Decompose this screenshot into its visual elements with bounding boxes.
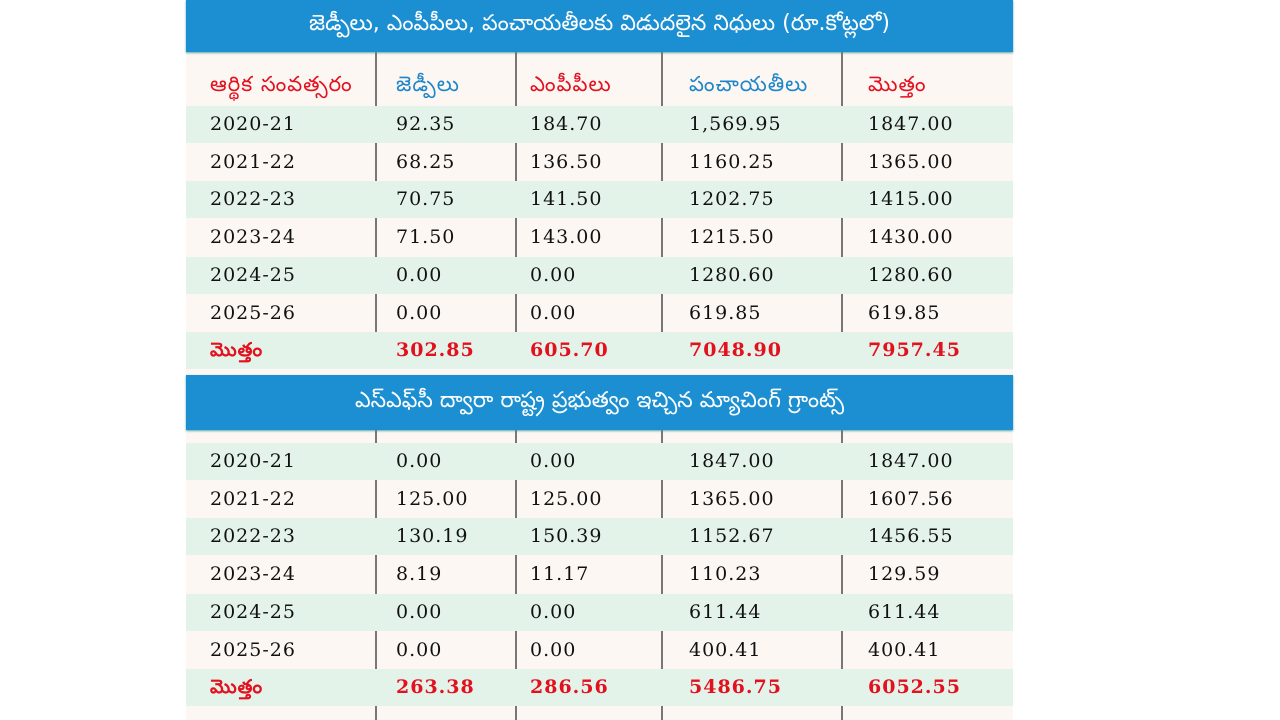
cell-mpps: 286.56 [530,676,609,699]
cell-zps: 68.25 [396,150,456,173]
cell-zps: 8.19 [396,563,443,586]
column-divider [375,430,377,720]
cell-total: 1847.00 [868,450,954,472]
cell-zps: 130.19 [396,525,469,548]
cell-year: 2022-23 [210,188,296,211]
cell-total: 6052.55 [868,676,961,699]
cell-total: 1280.60 [868,263,954,286]
cell-year: 2023-24 [210,563,296,586]
cell-zps: 0.00 [396,263,443,286]
cell-zps: 125.00 [396,487,469,510]
table-row: 2025-26 0.00 0.00 619.85 619.85 [186,295,1013,332]
cell-zps: 92.35 [396,113,456,135]
cell-zps: 71.50 [396,226,456,249]
table-row: 2023-24 71.50 143.00 1215.50 1430.00 [186,219,1013,256]
cell-panchayats: 400.41 [689,638,762,661]
cell-mpps: 184.70 [530,113,603,135]
table-row: 2025-26 0.00 0.00 400.41 400.41 [186,632,1013,669]
column-divider [841,430,843,720]
cell-mpps: 11.17 [530,563,590,586]
cell-panchayats: 1215.50 [689,226,775,249]
cell-mpps: 0.00 [530,600,577,623]
table-row: 2020-21 92.35 184.70 1,569.95 1847.00 [186,106,1013,143]
cell-mpps: 141.50 [530,188,603,211]
header-financial-year: ఆర్థిక సంవత్సరం [210,72,353,96]
cell-mpps: 0.00 [530,450,577,472]
cell-zps: 302.85 [396,339,475,362]
cell-year: 2020-21 [210,450,296,472]
column-divider [661,430,663,720]
funds-table: జెడ్పీలు, ఎంపీపీలు, పంచాయతీలకు విడుదలైన … [186,0,1013,720]
table-row: 2023-24 8.19 11.17 110.23 129.59 [186,556,1013,593]
cell-year: 2021-22 [210,487,296,510]
cell-total: 1847.00 [868,113,954,135]
cell-total: 400.41 [868,638,941,661]
header-panchayats: పంచాయతీలు [689,72,809,96]
cell-year: 2024-25 [210,263,296,286]
cell-total: 7957.45 [868,339,961,362]
table-row: 2024-25 0.00 0.00 611.44 611.44 [186,593,1013,631]
total-row: మొత్తం 263.38 286.56 5486.75 6052.55 [186,669,1013,707]
cell-total: 1430.00 [868,226,954,249]
cell-panchayats: 7048.90 [689,339,782,362]
cell-panchayats: 1152.67 [689,525,775,548]
cell-mpps: 136.50 [530,150,603,173]
table-row: 2024-25 0.00 0.00 1280.60 1280.60 [186,256,1013,294]
table-row: 2022-23 70.75 141.50 1202.75 1415.00 [186,181,1013,219]
table-row: 2021-22 125.00 125.00 1365.00 1607.56 [186,481,1013,518]
cell-mpps: 605.70 [530,339,609,362]
table2-title: ఎస్‌ఎఫ్‌సీ ద్వారా రాష్ట్ర ప్రభుత్వం ఇచ్చ… [186,375,1013,430]
cell-panchayats: 110.23 [689,563,762,586]
cell-panchayats: 5486.75 [689,676,782,699]
cell-year: మొత్తం [210,339,264,362]
column-divider [515,430,517,720]
cell-panchayats: 611.44 [689,600,762,623]
cell-panchayats: 1202.75 [689,188,775,211]
cell-mpps: 143.00 [530,226,603,249]
table-row: 2021-22 68.25 136.50 1160.25 1365.00 [186,144,1013,181]
table1-title: జెడ్పీలు, ఎంపీపీలు, పంచాయతీలకు విడుదలైన … [186,0,1013,52]
header-zps: జెడ్పీలు [396,72,460,96]
cell-mpps: 150.39 [530,525,603,548]
cell-year: 2022-23 [210,525,296,548]
cell-year: 2020-21 [210,113,296,135]
cell-total: 619.85 [868,301,941,324]
cell-total: 1365.00 [868,150,954,173]
cell-mpps: 0.00 [530,638,577,661]
cell-year: 2024-25 [210,600,296,623]
header-total: మొత్తం [868,72,927,96]
cell-total: 1607.56 [868,487,954,510]
table-row: 2022-23 130.19 150.39 1152.67 1456.55 [186,518,1013,556]
cell-panchayats: 619.85 [689,301,762,324]
cell-zps: 263.38 [396,676,475,699]
header-mpps: ఎంపీపీలు [530,72,612,96]
cell-total: 1456.55 [868,525,954,548]
cell-panchayats: 1280.60 [689,263,775,286]
cell-total: 1415.00 [868,188,954,211]
cell-panchayats: 1847.00 [689,450,775,472]
cell-panchayats: 1365.00 [689,487,775,510]
cell-total: 611.44 [868,600,941,623]
cell-zps: 0.00 [396,638,443,661]
cell-year: 2025-26 [210,638,296,661]
cell-panchayats: 1,569.95 [689,113,782,135]
cell-mpps: 0.00 [530,301,577,324]
cell-year: 2023-24 [210,226,296,249]
cell-mpps: 125.00 [530,487,603,510]
cell-mpps: 0.00 [530,263,577,286]
table1-header-row: ఆర్థిక సంవత్సరం జెడ్పీలు ఎంపీపీలు పంచాయత… [186,52,1013,108]
cell-year: 2021-22 [210,150,296,173]
cell-zps: 0.00 [396,301,443,324]
table-row: 2020-21 0.00 0.00 1847.00 1847.00 [186,443,1013,480]
cell-zps: 70.75 [396,188,456,211]
total-row: మొత్తం 302.85 605.70 7048.90 7957.45 [186,332,1013,370]
cell-year: మొత్తం [210,676,264,699]
cell-zps: 0.00 [396,450,443,472]
cell-total: 129.59 [868,563,941,586]
cell-year: 2025-26 [210,301,296,324]
cell-zps: 0.00 [396,600,443,623]
cell-panchayats: 1160.25 [689,150,775,173]
